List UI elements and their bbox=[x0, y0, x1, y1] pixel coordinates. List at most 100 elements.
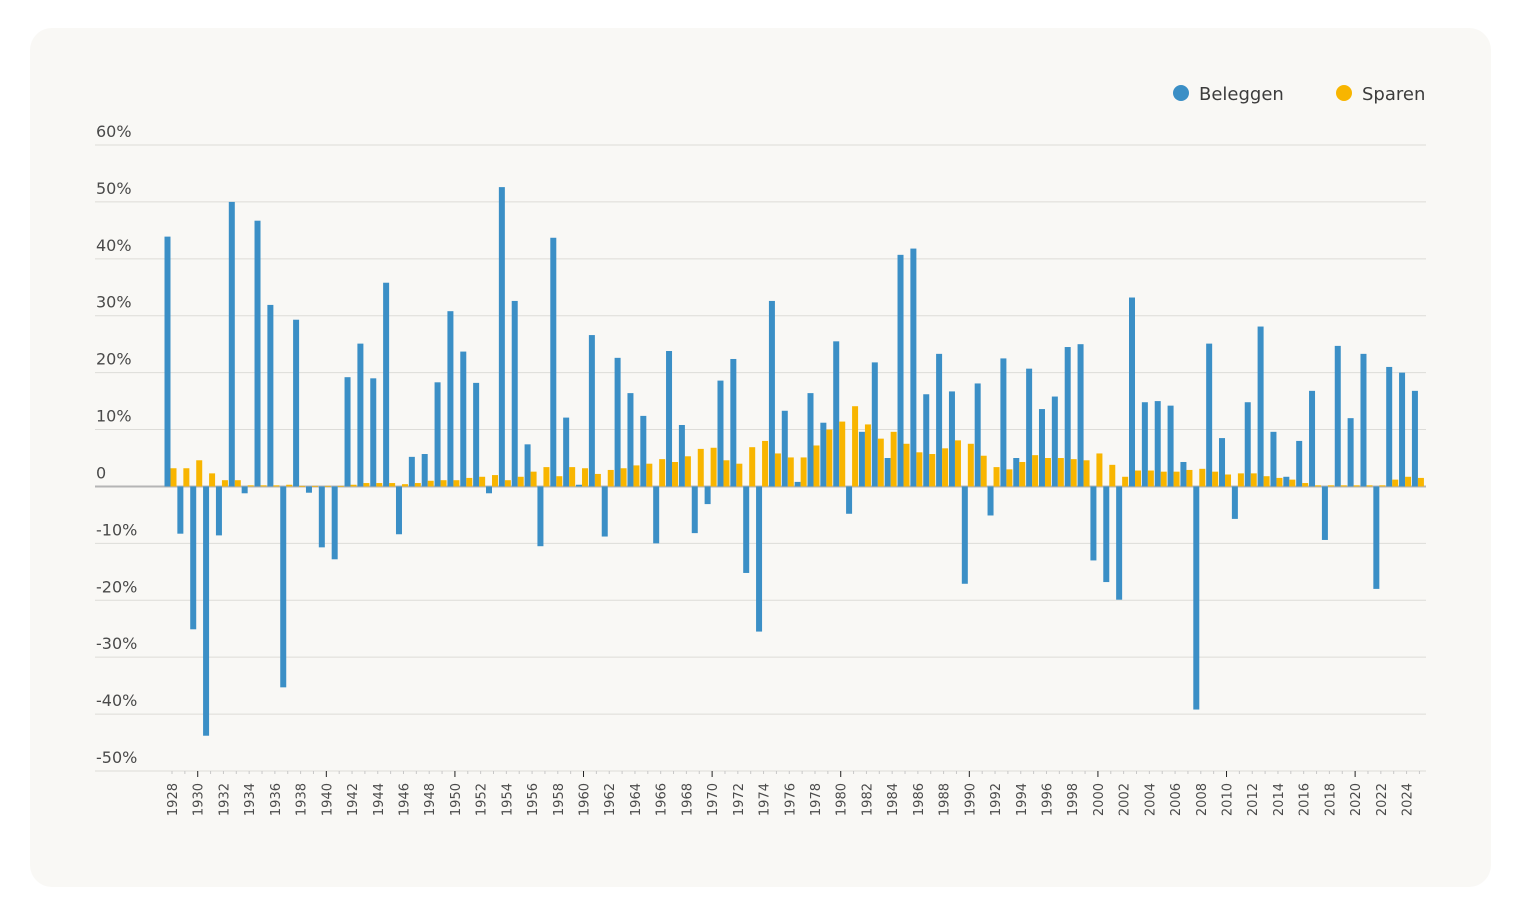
bar-beleggen-1992 bbox=[987, 486, 994, 516]
y-tick-label: -50% bbox=[96, 748, 137, 767]
bar-sparen-1985 bbox=[903, 443, 910, 487]
bar-sparen-1960 bbox=[582, 468, 589, 487]
bar-beleggen-2000 bbox=[1090, 486, 1097, 561]
bar-sparen-1988 bbox=[942, 448, 949, 487]
bar-sparen-2018 bbox=[1327, 485, 1334, 487]
bar-sparen-1966 bbox=[659, 459, 666, 487]
x-tick-label: 1950 bbox=[449, 783, 464, 816]
y-tick-label: -10% bbox=[96, 520, 137, 539]
bar-sparen-2009 bbox=[1212, 471, 1219, 487]
bar-sparen-1935 bbox=[260, 485, 267, 487]
bar-beleggen-1956 bbox=[524, 444, 531, 487]
x-tick-label: 1932 bbox=[217, 783, 232, 816]
bar-beleggen-1939 bbox=[305, 486, 312, 493]
bar-beleggen-1979 bbox=[820, 422, 827, 487]
bar-sparen-2011 bbox=[1237, 473, 1244, 487]
bar-sparen-1979 bbox=[826, 429, 833, 487]
bar-sparen-1992 bbox=[993, 467, 1000, 487]
bar-sparen-1957 bbox=[543, 467, 550, 487]
y-tick-label: 40% bbox=[96, 236, 132, 255]
bar-beleggen-1943 bbox=[357, 343, 364, 487]
bar-sparen-1951 bbox=[466, 477, 473, 487]
bar-beleggen-1955 bbox=[511, 300, 518, 487]
bar-beleggen-2020 bbox=[1347, 418, 1354, 487]
bar-beleggen-1990 bbox=[961, 486, 968, 584]
bar-beleggen-1968 bbox=[678, 424, 685, 487]
bar-beleggen-1982 bbox=[858, 431, 865, 487]
bar-beleggen-1952 bbox=[473, 382, 480, 487]
bar-sparen-1978 bbox=[813, 445, 820, 487]
bar-sparen-1998 bbox=[1070, 459, 1077, 487]
bar-sparen-1982 bbox=[864, 424, 871, 487]
bar-beleggen-2014 bbox=[1270, 431, 1277, 487]
y-tick-label: -20% bbox=[96, 577, 137, 596]
bar-sparen-1963 bbox=[620, 468, 627, 487]
x-tick-label: 1998 bbox=[1066, 783, 1081, 816]
y-tick-label: -30% bbox=[96, 634, 137, 653]
bar-beleggen-1938 bbox=[293, 319, 300, 487]
x-tick-label: 2014 bbox=[1272, 783, 1287, 816]
bar-sparen-1991 bbox=[980, 455, 987, 487]
bar-sparen-1945 bbox=[389, 483, 396, 487]
bar-beleggen-1994 bbox=[1013, 458, 1020, 487]
bar-sparen-1958 bbox=[556, 476, 563, 487]
legend-item-beleggen[interactable]: Beleggen bbox=[1173, 84, 1284, 105]
x-tick-label: 1996 bbox=[1040, 783, 1055, 816]
bar-sparen-2021 bbox=[1366, 485, 1373, 487]
bar-sparen-2007 bbox=[1186, 469, 1193, 487]
bar-beleggen-1988 bbox=[936, 353, 943, 487]
y-tick-label: 30% bbox=[96, 293, 132, 312]
bar-sparen-1969 bbox=[697, 448, 704, 487]
bar-beleggen-1962 bbox=[601, 486, 608, 537]
bar-sparen-2008 bbox=[1199, 468, 1206, 487]
bar-beleggen-2001 bbox=[1103, 486, 1110, 583]
bar-sparen-1949 bbox=[440, 480, 447, 487]
bar-sparen-1968 bbox=[684, 456, 691, 487]
bar-sparen-1986 bbox=[916, 452, 923, 487]
bar-beleggen-2021 bbox=[1360, 353, 1367, 487]
x-tick-label: 1962 bbox=[603, 783, 618, 816]
bar-beleggen-1947 bbox=[408, 456, 415, 487]
bar-beleggen-1984 bbox=[884, 458, 891, 487]
bar-sparen-1943 bbox=[363, 483, 370, 487]
bar-beleggen-1940 bbox=[318, 486, 325, 548]
bar-sparen-1944 bbox=[376, 483, 383, 487]
bar-sparen-1972 bbox=[736, 463, 743, 487]
bar-sparen-2010 bbox=[1225, 474, 1232, 487]
x-tick-label: 1994 bbox=[1015, 783, 1030, 816]
bar-sparen-1940 bbox=[324, 485, 331, 487]
bar-beleggen-1989 bbox=[948, 391, 955, 487]
bar-sparen-1941 bbox=[337, 485, 344, 487]
x-tick-label: 1966 bbox=[655, 783, 670, 816]
bar-beleggen-1967 bbox=[666, 351, 673, 487]
x-tick-label: 1986 bbox=[912, 783, 927, 816]
bar-sparen-1977 bbox=[800, 457, 807, 487]
bar-sparen-1936 bbox=[273, 485, 280, 487]
bar-sparen-2025 bbox=[1417, 477, 1424, 487]
bar-beleggen-1997 bbox=[1051, 396, 1058, 487]
bar-sparen-2014 bbox=[1276, 477, 1283, 487]
legend-item-sparen[interactable]: Sparen bbox=[1336, 84, 1425, 105]
x-tick-label: 1940 bbox=[320, 783, 335, 816]
gridlines bbox=[95, 144, 1426, 772]
bar-beleggen-1981 bbox=[846, 486, 853, 514]
bar-sparen-1954 bbox=[504, 480, 511, 487]
bar-sparen-1987 bbox=[929, 454, 936, 487]
x-tick-label: 2016 bbox=[1298, 783, 1313, 816]
x-tick-label: 1930 bbox=[192, 783, 207, 816]
legend-swatch-sparen bbox=[1336, 85, 1352, 101]
x-tick-label: 1970 bbox=[706, 783, 721, 816]
x-tick-label: 1976 bbox=[783, 783, 798, 816]
bar-beleggen-1931 bbox=[203, 486, 210, 736]
bar-beleggen-1942 bbox=[344, 377, 351, 487]
x-tick-label: 1942 bbox=[346, 783, 361, 816]
bar-sparen-1928 bbox=[170, 468, 177, 487]
bar-beleggen-1985 bbox=[897, 254, 904, 487]
bar-beleggen-1973 bbox=[743, 486, 750, 573]
y-tick-label: 20% bbox=[96, 350, 132, 369]
x-tick-label: 1954 bbox=[500, 783, 515, 816]
bar-sparen-1983 bbox=[877, 438, 884, 487]
bar-sparen-1939 bbox=[311, 485, 318, 487]
bar-beleggen-1991 bbox=[974, 383, 981, 487]
bar-sparen-1970 bbox=[710, 447, 717, 487]
